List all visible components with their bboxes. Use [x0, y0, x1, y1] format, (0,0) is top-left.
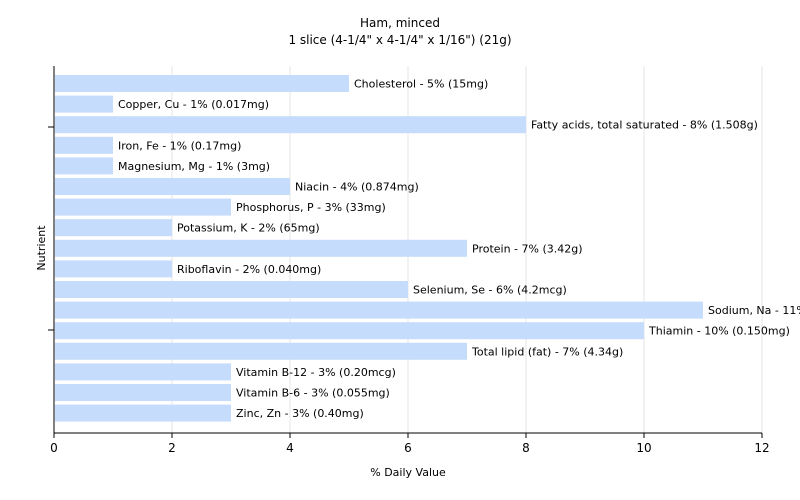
- bar: [55, 157, 113, 175]
- bar-label: Zinc, Zn - 3% (0.40mg): [236, 407, 364, 420]
- x-axis-label: % Daily Value: [370, 466, 446, 479]
- bar: [55, 404, 231, 422]
- bar-label: Riboflavin - 2% (0.040mg): [177, 263, 321, 276]
- bar: [55, 198, 231, 216]
- bar: [55, 95, 113, 113]
- x-tick-labels: 0 2 4 6 8 10 12: [50, 441, 769, 455]
- bar-label: Vitamin B-6 - 3% (0.055mg): [236, 387, 390, 400]
- bar-label: Thiamin - 10% (0.150mg): [648, 325, 790, 338]
- bar-label: Protein - 7% (3.42g): [472, 242, 583, 255]
- bar: [55, 384, 231, 401]
- bar-label: Magnesium, Mg - 1% (3mg): [118, 160, 270, 173]
- bar: [55, 116, 526, 134]
- bar: [55, 219, 172, 237]
- bar-label: Total lipid (fat) - 7% (4.34g): [471, 345, 623, 358]
- y-axis-label: Nutrient: [35, 225, 48, 271]
- axes-group: [48, 66, 763, 438]
- bar-label: Selenium, Se - 6% (4.2mcg): [413, 284, 567, 297]
- bar-label: Vitamin B-12 - 3% (0.20mcg): [236, 366, 396, 379]
- bar-label: Fatty acids, total saturated - 8% (1.508…: [531, 119, 758, 132]
- bar: [55, 301, 703, 319]
- x-tick-label: 0: [50, 441, 58, 455]
- bar: [55, 178, 290, 195]
- bars-group: Cholesterol - 5% (15mg) Copper, Cu - 1% (…: [55, 75, 800, 422]
- chart-subtitle: 1 slice (4-1/4" x 4-1/4" x 1/16") (21g): [288, 33, 511, 47]
- bar-label: Sodium, Na - 11% (261mg): [708, 304, 800, 317]
- bar-label: Phosphorus, P - 3% (33mg): [236, 201, 386, 214]
- bar: [55, 260, 172, 278]
- bar: [55, 75, 349, 92]
- bar-label: Niacin - 4% (0.874mg): [295, 181, 419, 194]
- bar-label: Potassium, K - 2% (65mg): [177, 222, 320, 235]
- bar: [55, 136, 113, 154]
- x-tick-label: 10: [636, 441, 651, 455]
- bar: [55, 239, 467, 257]
- x-tick-label: 8: [522, 441, 530, 455]
- bar: [55, 322, 644, 340]
- bar-label: Copper, Cu - 1% (0.017mg): [118, 98, 269, 111]
- chart-title: Ham, minced: [360, 16, 440, 30]
- x-tick-label: 6: [404, 441, 412, 455]
- bar: [55, 281, 408, 298]
- x-tick-label: 4: [286, 441, 294, 455]
- bar: [55, 363, 231, 381]
- bar-label: Cholesterol - 5% (15mg): [354, 78, 488, 91]
- x-tick-label: 2: [168, 441, 176, 455]
- bar-label: Iron, Fe - 1% (0.17mg): [118, 139, 241, 152]
- x-tick-label: 12: [754, 441, 769, 455]
- bar: [55, 342, 467, 360]
